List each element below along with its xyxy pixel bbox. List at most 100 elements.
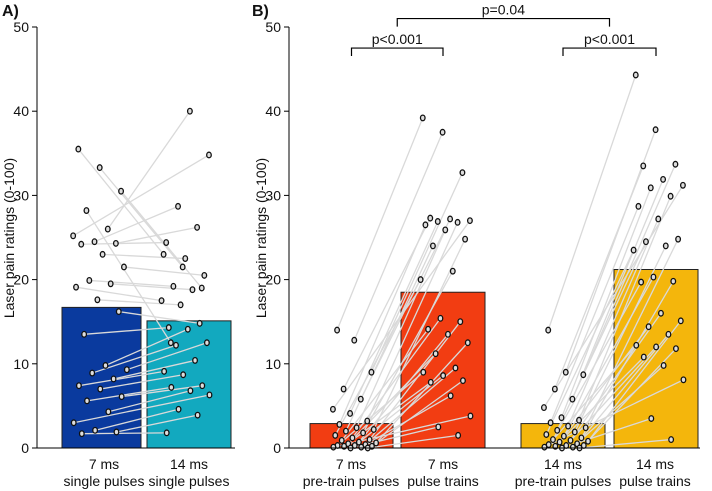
panel-a-data-point	[81, 330, 88, 338]
panel-b-data-point	[648, 415, 655, 422]
panel-a-data-point	[102, 362, 109, 369]
panel-b-data-point	[370, 426, 377, 433]
bar-4	[613, 268, 699, 449]
panel-b-data-point	[432, 350, 439, 358]
panel-a-data-point	[192, 356, 199, 364]
panel-b-pair-line	[587, 320, 682, 442]
panel-a-data-point	[189, 286, 196, 294]
panel-b-data-point	[351, 336, 358, 344]
panel-b-data-point	[569, 443, 576, 451]
panel-b-data-point	[435, 423, 442, 431]
panel-a-data-point	[99, 250, 106, 258]
panel-b-pair-line	[545, 249, 635, 435]
panel-b-category-2-line-2: pulse trains	[407, 473, 479, 489]
panel-b-data-point	[673, 345, 679, 353]
panel-a-y-tick-label: 20	[13, 272, 29, 288]
panel-a-data-point	[203, 339, 210, 347]
panel-a-data-point	[75, 382, 82, 390]
panel-b-data-point	[565, 422, 572, 430]
panel-a-data-point	[91, 238, 98, 246]
panel-b-category-3-line-1: 14 ms	[544, 456, 582, 472]
panel-a-data-point	[118, 187, 125, 195]
panel-b-data-point	[439, 128, 446, 136]
panel-b-data-point	[576, 416, 582, 424]
panel-b-pair-line	[560, 187, 652, 418]
panel-a-category-1-line-1: 7 ms	[89, 456, 119, 472]
panel-b-data-point	[652, 126, 659, 134]
panel-b-data-point	[329, 405, 336, 413]
panel-a-y-tick-label: 40	[13, 103, 29, 119]
panel-a-data-point	[163, 429, 170, 437]
panel-a-y-tick-label: 10	[13, 356, 29, 372]
panel-b-data-point	[569, 395, 576, 403]
panel-b-data-point	[547, 419, 554, 427]
panel-a-data-point	[173, 341, 179, 349]
panel-b-data-point	[419, 114, 426, 122]
panel-a-category-2-line-2: single pulses	[149, 473, 230, 489]
panel-a-y-axis-title: Laser pain ratings (0-100)	[1, 158, 17, 318]
panel-b-data-point	[417, 276, 424, 284]
panel-b-pair-line	[338, 224, 427, 425]
panel-b-data-point	[556, 438, 563, 446]
panel-b-pair-line	[360, 395, 451, 448]
panel-a-pair-line	[120, 190, 203, 289]
significance-label: p<0.001	[372, 31, 423, 47]
panel-a-data-point	[182, 255, 189, 262]
panel-b-category-1-line-2: pre-train pulses	[303, 473, 400, 489]
panel-a-data-point	[177, 301, 184, 309]
panel-b-data-point	[444, 330, 451, 338]
panel-a-pair-line	[100, 374, 184, 390]
panel-a-data-point	[196, 319, 203, 327]
panel-b-data-point	[467, 412, 474, 420]
panel-a-data-point	[206, 391, 213, 399]
panel-a-pair-line	[107, 110, 191, 230]
panel-a-data-point	[186, 107, 193, 115]
panel-a-data-point	[78, 240, 85, 248]
panel-a-data-point	[84, 397, 90, 405]
panel-a-data-point	[105, 408, 112, 416]
panel-a-y-ticks: 0 10 20 30 40 50	[13, 19, 37, 456]
panel-b-data-point	[422, 221, 429, 229]
panel-a-data-point	[168, 383, 175, 391]
panel-b-data-point	[632, 71, 639, 79]
panel-a-data-point	[199, 382, 206, 390]
panel-b-data-point	[334, 326, 341, 334]
panel-b-pair-line	[567, 218, 659, 427]
panel-a-pair-lines	[72, 110, 210, 435]
panel-b-pair-line	[565, 129, 657, 373]
panel-b-y-axis-title: Laser pain ratings (0-100)	[253, 158, 269, 318]
panel-b-y-tick-label: 50	[265, 19, 281, 35]
panel-b-y-tick-label: 10	[265, 356, 281, 372]
panel-a-data-point	[194, 223, 201, 231]
panel-b-pair-line	[369, 321, 461, 440]
panel-b-category-1-line-1: 7 ms	[336, 456, 366, 472]
panel-b-data-point	[578, 434, 585, 442]
panel-a-pair-line	[72, 154, 210, 237]
panel-b-category-4-line-1: 14 ms	[636, 456, 674, 472]
panel-a-pair-line	[118, 310, 200, 325]
panel-a-pair-line	[85, 210, 172, 344]
panel-a-data-point	[83, 207, 90, 215]
panel-b-data-point	[440, 372, 447, 380]
panel-b-pair-line	[353, 131, 444, 341]
panel-b-y-tick-label: 40	[265, 103, 281, 119]
panel-b-data-point	[442, 226, 449, 234]
panel-b-data-point	[466, 217, 473, 225]
panel-b-data-point	[635, 202, 642, 210]
panel-b-data-point	[357, 395, 364, 403]
panel-b-data-point	[429, 242, 436, 250]
significance-bracket	[350, 47, 444, 57]
panel-a-pair-line	[115, 226, 198, 245]
panel-b-data-point	[633, 341, 640, 349]
panel-a-pair-line	[99, 167, 184, 268]
panel-b-data-point	[340, 385, 347, 393]
panel-b-data-point	[675, 235, 682, 243]
panel-b-data-point	[668, 436, 675, 444]
panel-b-pair-line	[579, 438, 672, 449]
panel-a-data-point	[170, 282, 177, 290]
panel-a-data-point	[123, 366, 130, 374]
panel-a-data-point	[86, 276, 93, 284]
panel-b: B) Laser pain ratings (0-100) 0 10 20 30 40 5…	[252, 2, 700, 489]
panel-b-data-point	[642, 238, 649, 246]
panel-b-pair-line	[554, 356, 645, 447]
